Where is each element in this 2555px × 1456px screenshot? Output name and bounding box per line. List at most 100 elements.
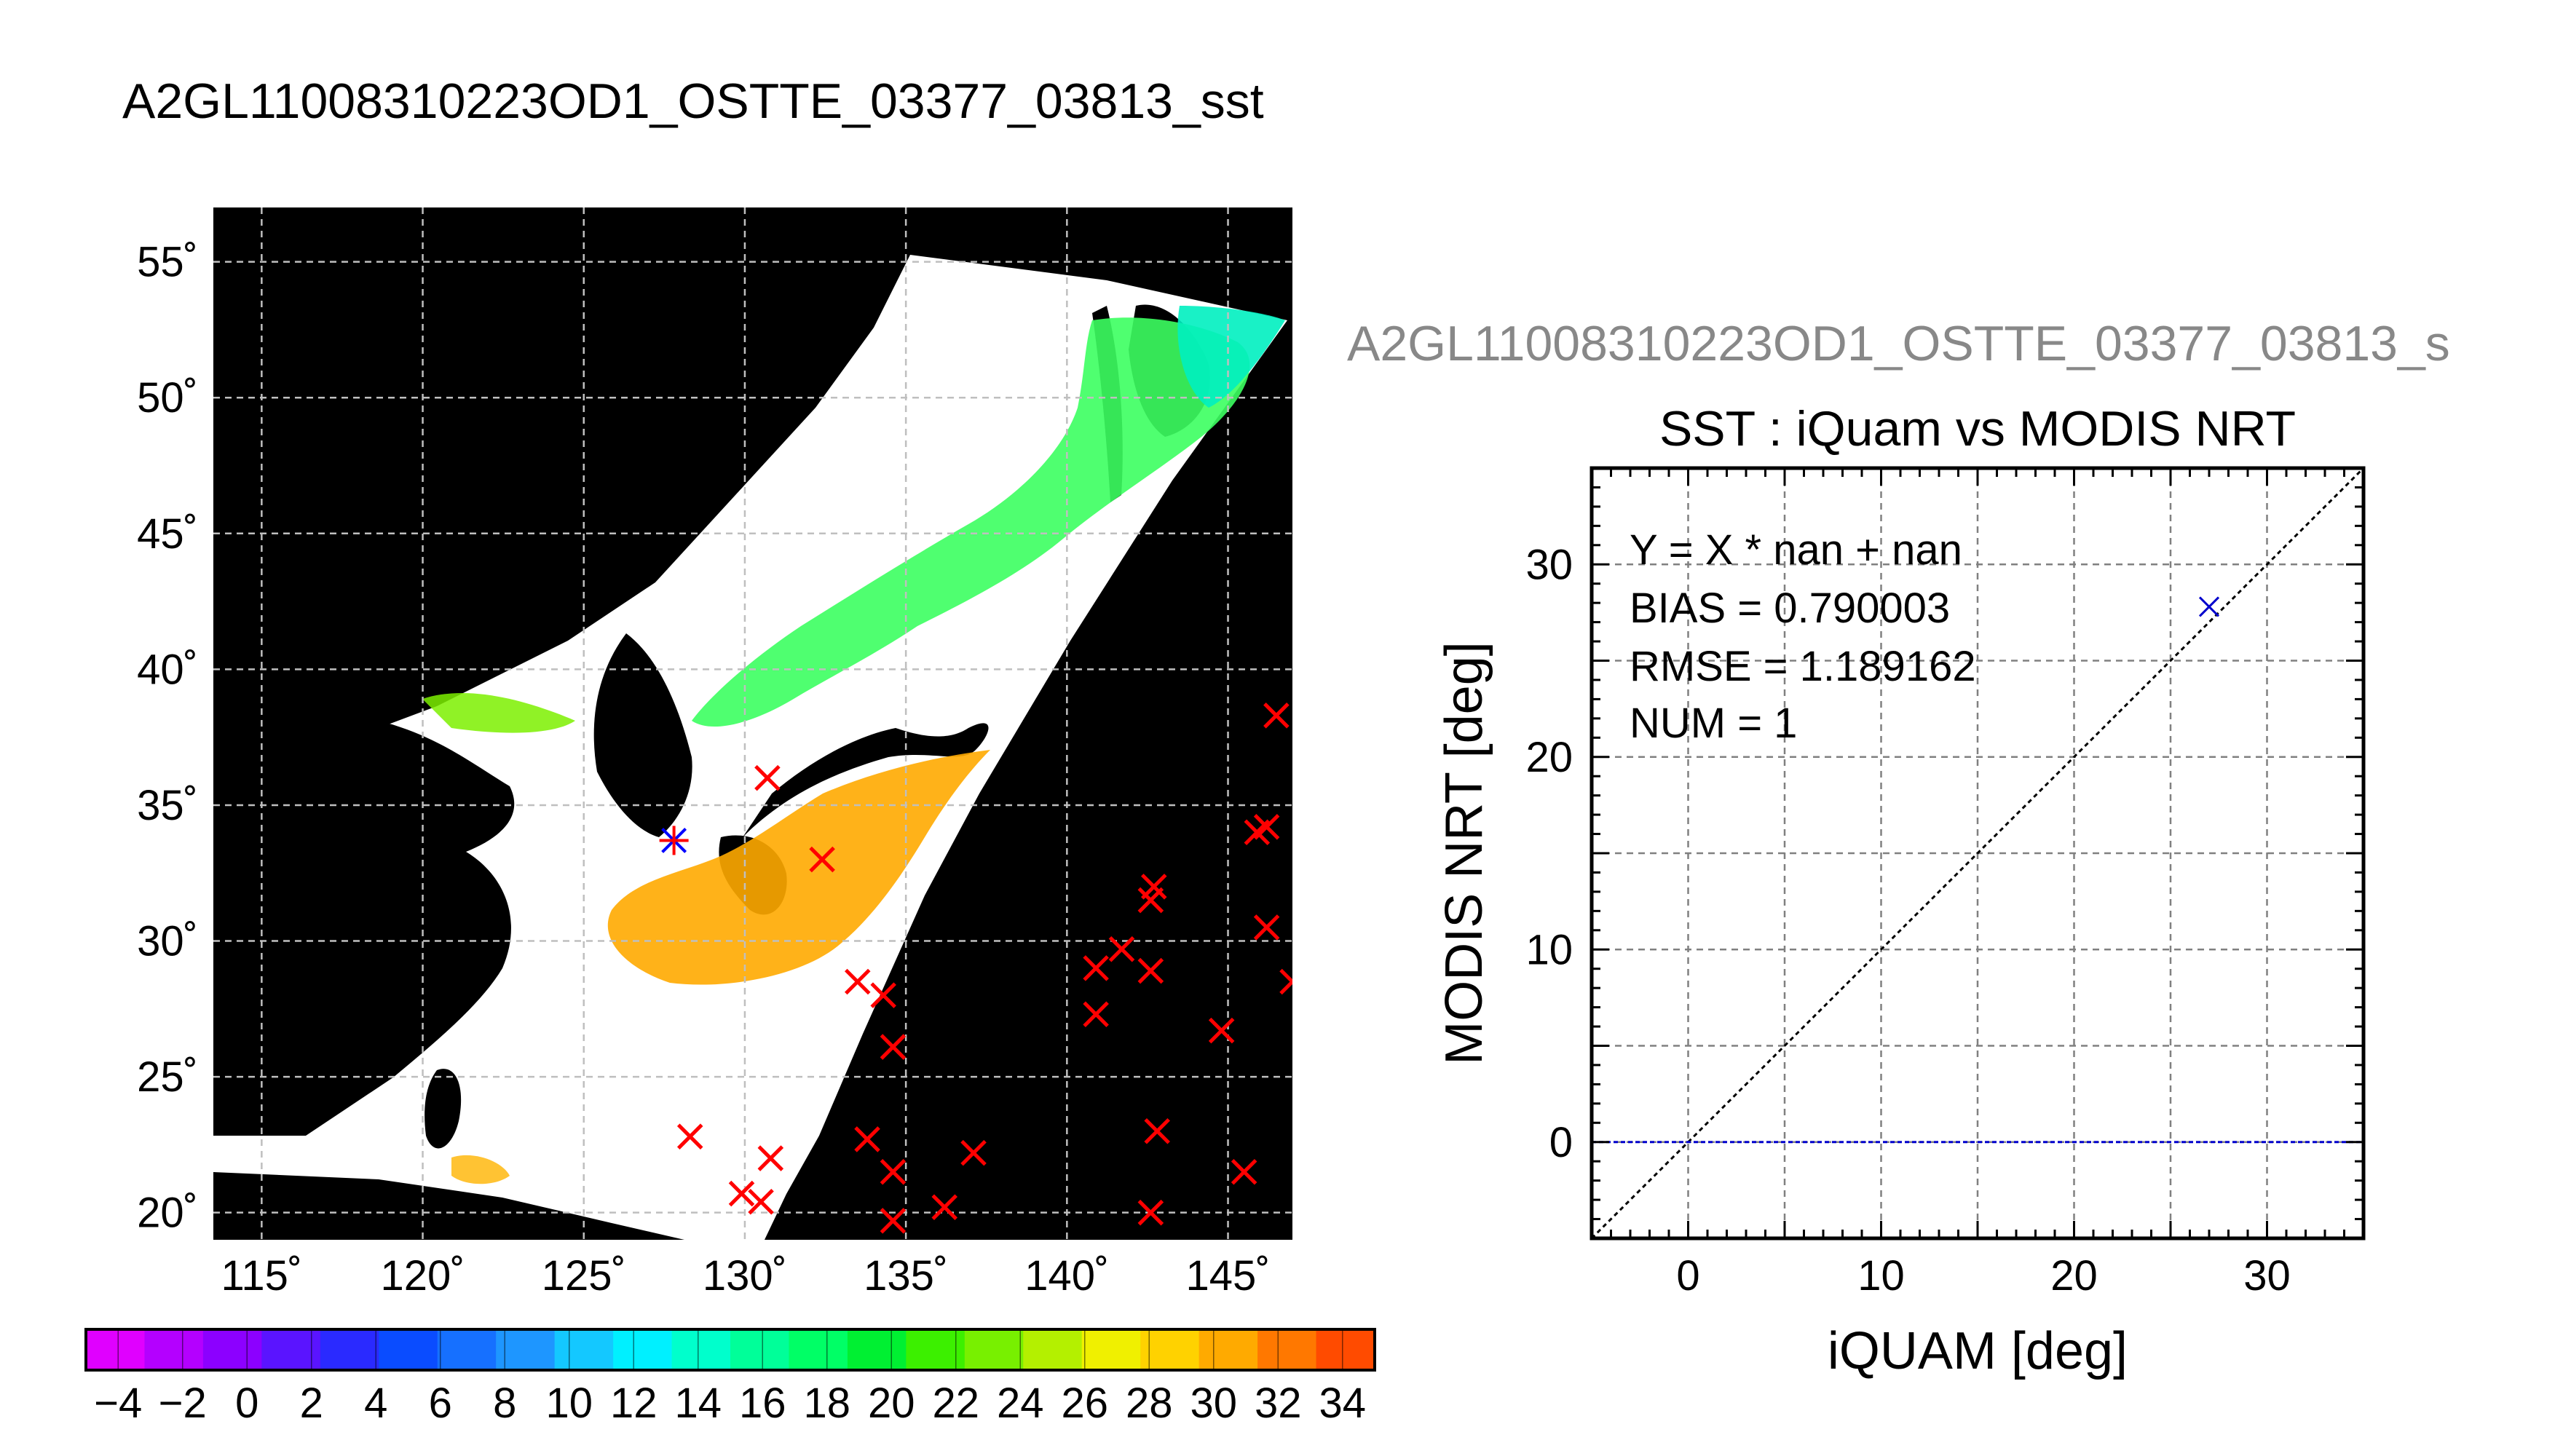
annotation-bias: BIAS = 0.790003 [1630, 585, 1950, 632]
colorbar: −4 −2 0 2 4 6 8 10 12 14 16 18 20 22 24 26 28 30 32 34 [84, 1328, 1376, 1427]
map-tick-labels: 115˚ 120˚ 125˚ 130˚ 135˚ 140˚ 145˚ 20˚ 25˚ 30˚ 35˚… [137, 239, 1270, 1299]
buoy-marker [845, 968, 871, 995]
annotation-rmse: RMSE = 1.189162 [1630, 643, 1976, 690]
buoy-marker [1263, 703, 1290, 729]
y-tick-label: 20 [1525, 734, 1573, 781]
colorbar-tick-label: 34 [1319, 1380, 1366, 1427]
colorbar-cell [144, 1329, 204, 1370]
x-tick-label: 30 [2243, 1252, 2291, 1299]
scatter-plot: 0 10 20 30 0 10 20 30 Y = X * nan + nan BIAS = … [1435, 466, 2366, 1380]
map-lon-tick-label: 125˚ [542, 1252, 626, 1299]
colorbar-tick-label: 20 [868, 1380, 915, 1427]
one-to-one-line [1592, 468, 2364, 1238]
sst-patch-south [607, 750, 990, 985]
map-lon-tick-label: 135˚ [864, 1252, 948, 1299]
colorbar-tick-label: 14 [674, 1380, 722, 1427]
sst-patch-south-b [451, 1155, 510, 1184]
scatter-tick-labels: 0 10 20 30 0 10 20 30 [1525, 541, 2290, 1299]
chart-title: SST : iQuam vs MODIS NRT [1659, 401, 2296, 456]
map-lat-tick-label: 40˚ [137, 646, 198, 693]
map-lon-tick-label: 145˚ [1185, 1252, 1270, 1299]
colorbar-cell [261, 1329, 321, 1370]
colorbar-tick-label: 10 [545, 1380, 593, 1427]
map-lat-tick-label: 50˚ [137, 374, 198, 422]
colorbar-cell [1081, 1329, 1141, 1370]
y-tick-label: 30 [1525, 541, 1573, 588]
china-coast-land [213, 721, 515, 1136]
buoy-marker [754, 764, 781, 791]
buoy-marker [757, 1145, 784, 1171]
map-lon-tick-label: 115˚ [221, 1252, 302, 1299]
buoy-marker [1253, 814, 1280, 840]
buoy-marker [1253, 914, 1280, 941]
colorbar-cell [671, 1329, 731, 1370]
colorbar-cell [86, 1329, 145, 1370]
buoy-marker [809, 846, 835, 873]
buoy-marker [960, 1139, 987, 1166]
sst-map: 115˚ 120˚ 125˚ 130˚ 135˚ 140˚ 145˚ 20˚ 25˚ 30˚ 35˚… [137, 207, 1292, 1299]
buoy-marker [880, 1034, 907, 1060]
colorbar-tick-label: 6 [429, 1380, 452, 1427]
buoy-marker [1137, 1199, 1164, 1226]
map-lat-tick-label: 25˚ [137, 1053, 198, 1101]
buoy-marker [1208, 1017, 1235, 1044]
buoy-marker [870, 982, 896, 1008]
buoy-marker [1144, 1117, 1170, 1144]
colorbar-tick-label: 18 [803, 1380, 850, 1427]
colorbar-cell [1257, 1329, 1317, 1370]
colorbar-cell [1023, 1329, 1083, 1370]
map-lat-tick-label: 20˚ [137, 1190, 198, 1237]
y-axis-label: MODIS NRT [deg] [1435, 641, 1493, 1065]
colorbar-cell [1198, 1329, 1258, 1370]
colorbar-cell [1316, 1329, 1375, 1370]
colorbar-labels: −4 −2 0 2 4 6 8 10 12 14 16 18 20 22 24 26 28 30 32 34 [94, 1329, 1366, 1427]
scatter-file-title: A2GL11008310223OD1_OSTTE_03377_03813_s [1347, 316, 2450, 371]
buoy-marker [1083, 1001, 1109, 1028]
colorbar-cell [202, 1329, 262, 1370]
colorbar-tick-label: 30 [1190, 1380, 1237, 1427]
buoy-marker [1083, 955, 1109, 981]
colorbar-cell [320, 1329, 379, 1370]
buoy-marker [1137, 957, 1164, 984]
sst-patch-north [692, 317, 1250, 727]
scatter-points [2198, 596, 2220, 617]
colorbar-tick-label: 32 [1255, 1380, 1302, 1427]
buoy-marker [748, 1188, 774, 1215]
colorbar-tick-label: 8 [493, 1380, 516, 1427]
sst-patch-yellow-sea [422, 692, 575, 733]
colorbar-tick-label: 24 [997, 1380, 1044, 1427]
buoy-marker [1231, 1158, 1257, 1185]
colorbar-tick-label: 0 [235, 1380, 258, 1427]
colorbar-cell [730, 1329, 789, 1370]
stats-annotations: Y = X * nan + nan BIAS = 0.790003 RMSE =… [1630, 526, 1976, 747]
buoy-marker [676, 1123, 703, 1150]
x-tick-label: 0 [1676, 1252, 1699, 1299]
colorbar-tick-label: 2 [300, 1380, 323, 1427]
map-lon-tick-label: 130˚ [703, 1252, 787, 1299]
annotation-fit-equation: Y = X * nan + nan [1630, 526, 1962, 574]
scatter-frame [1590, 466, 2366, 1241]
colorbar-cell [613, 1329, 673, 1370]
colorbar-tick-label: −4 [94, 1380, 142, 1427]
buoy-marker [880, 1158, 907, 1185]
main-title: A2GL11008310223OD1_OSTTE_03377_03813_sst [122, 74, 1264, 129]
colorbar-cell [437, 1329, 497, 1370]
annotation-num: NUM = 1 [1630, 700, 1797, 747]
map-lat-tick-label: 30˚ [137, 918, 198, 965]
y-tick-label: 0 [1549, 1119, 1573, 1166]
colorbar-cell [496, 1329, 556, 1370]
colorbar-cell [1140, 1329, 1200, 1370]
x-tick-label: 10 [1857, 1252, 1905, 1299]
colorbar-cell [554, 1329, 614, 1370]
scatter-point [2198, 596, 2220, 617]
buoy-marker [880, 1208, 907, 1234]
colorbar-cell [379, 1329, 438, 1370]
buoy-marker [931, 1194, 957, 1220]
buoy-marker [854, 1126, 880, 1152]
colorbar-tick-label: −2 [159, 1380, 207, 1427]
colorbar-frame [84, 1328, 1376, 1372]
colorbar-cell [789, 1329, 848, 1370]
korea-land [593, 633, 692, 837]
buoy-marker [1279, 968, 1292, 995]
